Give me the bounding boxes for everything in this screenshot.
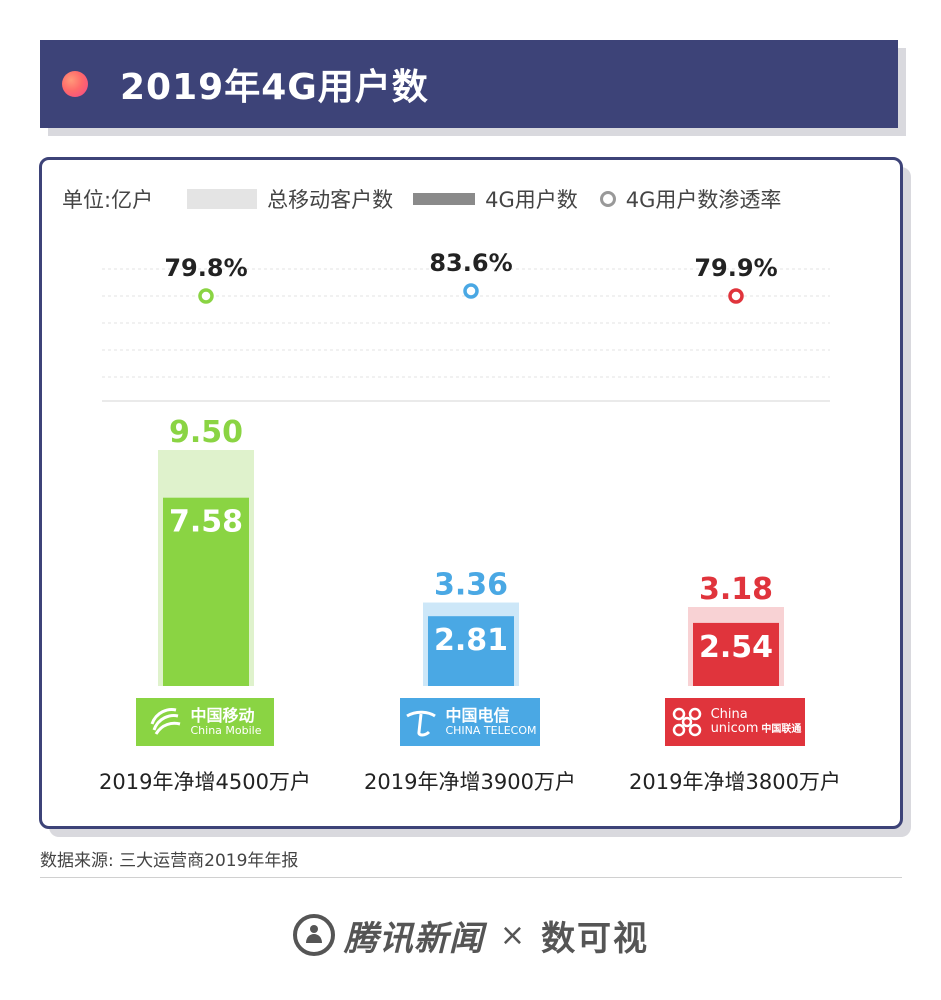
china-telecom-net-add: 2019年净增3900万户 (364, 770, 576, 794)
china-mobile-rate-point (198, 288, 214, 304)
legend-total-label: 总移动客户数 (267, 188, 394, 212)
china-telecom-mark-icon (406, 710, 437, 737)
china-telecom-total-label: 3.36 (434, 568, 508, 603)
china-telecom-4g-label: 2.81 (434, 623, 508, 658)
china-telecom-en: CHINA TELECOM (445, 723, 537, 737)
legend-total-swatch (187, 189, 258, 209)
china-unicom-total-label: 3.18 (699, 572, 773, 607)
china-unicom-mark-icon (672, 707, 701, 737)
china-telecom-rate-label: 83.6% (429, 249, 512, 277)
tencent-news-logo-icon (292, 914, 335, 956)
title-bar: 2019年4G用户数 (40, 40, 898, 128)
data-source: 数据来源: 三大运营商2019年年报 (40, 851, 299, 871)
legend-4g-swatch (413, 193, 476, 205)
footer-brand: 腾讯新闻 (343, 918, 484, 959)
china-unicom-en-top: China (710, 706, 748, 722)
footer-partner: 数可视 (541, 918, 650, 959)
china-mobile-logo: 中国移动 China Mobile (136, 698, 274, 746)
china-mobile-total-label: 9.50 (169, 415, 243, 450)
china-mobile-4g-label: 7.58 (169, 505, 243, 540)
title-dot-icon (62, 71, 88, 97)
china-unicom-net-add: 2019年净增3800万户 (629, 770, 841, 794)
china-telecom-logo: 中国电信 CHINA TELECOM (400, 698, 540, 746)
china-telecom-cn: 中国电信 (445, 706, 510, 726)
china-mobile-rate-label: 79.8% (164, 254, 247, 282)
china-telecom-rate-point (463, 283, 479, 299)
legend-rate-label: 4G用户数渗透率 (625, 188, 782, 212)
china-unicom-rate-point (728, 288, 744, 304)
unit-label: 单位:亿户 (62, 188, 154, 212)
china-unicom-en-bottom: unicom (710, 721, 759, 736)
page-title: 2019年4G用户数 (120, 67, 429, 108)
china-mobile-4g-bar (163, 497, 249, 686)
legend-4g-label: 4G用户数 (485, 188, 578, 212)
china-unicom-4g-label: 2.54 (699, 630, 773, 665)
china-unicom-logo: China unicom 中国联通 (665, 698, 805, 746)
footer-separator: × (499, 917, 526, 953)
divider (40, 877, 902, 878)
footer: 腾讯新闻 × 数可视 (0, 905, 941, 965)
china-telecom-4g-bar (428, 616, 514, 686)
china-mobile-net-add: 2019年净增4500万户 (99, 770, 311, 794)
legend: 单位:亿户 总移动客户数 4G用户数 4G用户数渗透率 (62, 184, 781, 214)
china-mobile-mark-icon (151, 708, 181, 735)
china-mobile-en: China Mobile (190, 723, 262, 737)
china-unicom-cn: 中国联通 (761, 723, 802, 735)
china-unicom-rate-label: 79.9% (694, 254, 777, 282)
legend-rate-swatch (599, 191, 616, 207)
china-mobile-cn: 中国移动 (190, 706, 255, 726)
china-unicom-4g-bar (693, 622, 779, 686)
